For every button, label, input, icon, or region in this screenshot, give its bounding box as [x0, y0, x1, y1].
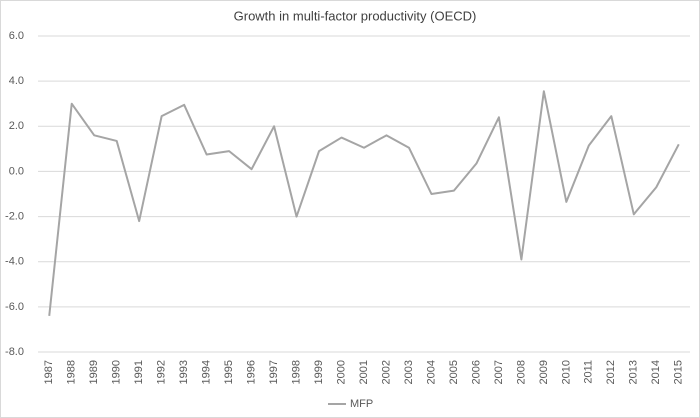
- data-line: [48, 90, 680, 316]
- x-tick-label: 2014: [650, 360, 662, 384]
- x-tick-label: 1988: [66, 360, 78, 384]
- x-tick-label: 1996: [245, 360, 257, 384]
- y-tick-label: 6.0: [9, 30, 24, 42]
- x-tick-label: 2000: [335, 360, 347, 384]
- x-tick-label: 1991: [133, 360, 145, 384]
- x-tick-label: 2010: [560, 360, 572, 384]
- x-tick-label: 2004: [425, 360, 437, 384]
- x-tick-label: 2005: [448, 360, 460, 384]
- x-tick-label: 1999: [313, 360, 325, 384]
- x-tick-label: 2007: [493, 360, 505, 384]
- x-tick-label: 1995: [223, 360, 235, 384]
- y-tick-label: -4.0: [5, 256, 24, 268]
- x-tick-label: 2013: [628, 360, 640, 384]
- x-tick-label: 2002: [380, 360, 392, 384]
- y-tick-label: -6.0: [5, 301, 24, 313]
- x-tick-label: 2008: [515, 360, 527, 384]
- x-tick-label: 1989: [88, 360, 100, 384]
- x-tick-label: 1993: [178, 360, 190, 384]
- x-tick-label: 2009: [538, 360, 550, 384]
- x-tick-label: 2012: [605, 360, 617, 384]
- y-tick-label: 4.0: [9, 75, 24, 87]
- x-tick-label: 1994: [201, 360, 213, 384]
- x-tick-label: 2001: [358, 360, 370, 384]
- x-tick-label: 1990: [111, 360, 123, 384]
- y-tick-label: -2.0: [5, 210, 24, 222]
- x-tick-label: 1992: [156, 360, 168, 384]
- y-tick-label: 2.0: [9, 120, 24, 132]
- chart-title: Growth in multi-factor productivity (OEC…: [234, 8, 477, 23]
- y-tick-label: 0.0: [9, 165, 24, 177]
- x-tick-label: 2015: [673, 360, 685, 384]
- x-tick-label: 2011: [583, 360, 595, 384]
- x-tick-label: 1998: [290, 360, 302, 384]
- legend-label: MFP: [350, 398, 373, 410]
- x-tick-label: 1987: [43, 360, 55, 384]
- x-tick-label: 2003: [403, 360, 415, 384]
- x-tick-label: 2006: [470, 360, 482, 384]
- x-tick-label: 1997: [268, 360, 280, 384]
- y-tick-label: -8.0: [5, 346, 24, 358]
